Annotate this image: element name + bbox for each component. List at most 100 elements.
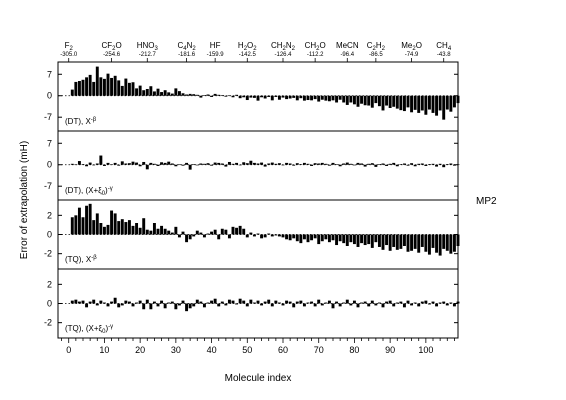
molecule-energy: -74.9 (405, 52, 419, 58)
bar (92, 220, 96, 235)
bar (70, 217, 74, 235)
bar (327, 95, 331, 102)
bar (131, 225, 135, 235)
bar (217, 162, 221, 165)
bar (249, 95, 253, 98)
bar (142, 303, 146, 310)
bar (85, 164, 89, 167)
bar (410, 303, 414, 306)
bar (267, 95, 271, 97)
bar (227, 95, 231, 97)
bar (92, 299, 96, 304)
bar (435, 303, 439, 307)
bar (281, 164, 285, 166)
bar (124, 163, 128, 165)
bar (456, 95, 460, 104)
bar (135, 162, 139, 165)
bar (224, 95, 228, 97)
x-tick-label: 100 (418, 345, 433, 355)
bar (145, 299, 149, 304)
bar (167, 92, 171, 96)
bar (388, 234, 392, 251)
bar (199, 163, 203, 165)
bar (445, 95, 449, 110)
bar (256, 163, 260, 165)
bar (188, 164, 192, 170)
bar (420, 163, 424, 165)
bar (92, 81, 96, 96)
bar (85, 303, 89, 308)
bar (360, 163, 364, 165)
bar (274, 163, 278, 165)
bar (392, 162, 396, 165)
bar (349, 95, 353, 103)
bar (442, 234, 446, 249)
bar (238, 298, 242, 304)
bar (442, 164, 446, 168)
bar (338, 234, 342, 242)
bar (145, 229, 149, 235)
bar (299, 164, 303, 165)
bar (263, 164, 267, 167)
bar (149, 230, 153, 235)
bar (102, 226, 106, 235)
bar (117, 303, 121, 308)
bar (124, 222, 128, 235)
bar (195, 230, 199, 235)
bar (177, 234, 181, 238)
bar (410, 234, 414, 251)
bar (317, 95, 321, 102)
bar (213, 162, 217, 165)
bar (313, 234, 317, 239)
bar (342, 163, 346, 165)
bar (381, 234, 385, 250)
bar (310, 164, 314, 166)
bar (238, 225, 242, 235)
bar (202, 303, 206, 308)
bar (452, 95, 456, 108)
bar (260, 303, 264, 306)
bar (370, 234, 374, 248)
bar (88, 301, 92, 304)
bar (324, 234, 328, 240)
bar (74, 81, 78, 96)
x-tick-label: 60 (278, 345, 288, 355)
bar (420, 301, 424, 304)
bar (174, 226, 178, 235)
bar (342, 234, 346, 244)
bar (438, 234, 442, 256)
bar (199, 301, 203, 304)
bar (74, 299, 78, 304)
bar (106, 73, 110, 96)
molecule-name: HF (210, 41, 221, 50)
bar (413, 95, 417, 110)
bar (449, 234, 453, 254)
bar (320, 303, 324, 306)
bar (256, 233, 260, 235)
bar (235, 162, 239, 165)
bar (206, 94, 210, 96)
bar (281, 234, 285, 238)
bar (310, 95, 314, 101)
bar (302, 162, 306, 165)
bar (431, 95, 435, 113)
bar (213, 229, 217, 235)
bar (331, 234, 335, 241)
panel-3: 2 0 -2 (TQ), X-β (44, 199, 460, 270)
bar (131, 303, 135, 307)
bar (210, 95, 214, 97)
bar (392, 303, 396, 307)
bar (213, 298, 217, 304)
bar (363, 164, 367, 167)
bar (277, 95, 281, 100)
bar (445, 164, 449, 165)
bar (306, 302, 310, 304)
bar (417, 95, 421, 113)
bar (431, 234, 435, 248)
bar (149, 86, 153, 96)
bar (427, 234, 431, 255)
bar (331, 162, 335, 165)
bar (113, 75, 117, 96)
panel-4: 2 0 -2 (TQ), (X+ξ0)-γ (44, 268, 460, 339)
